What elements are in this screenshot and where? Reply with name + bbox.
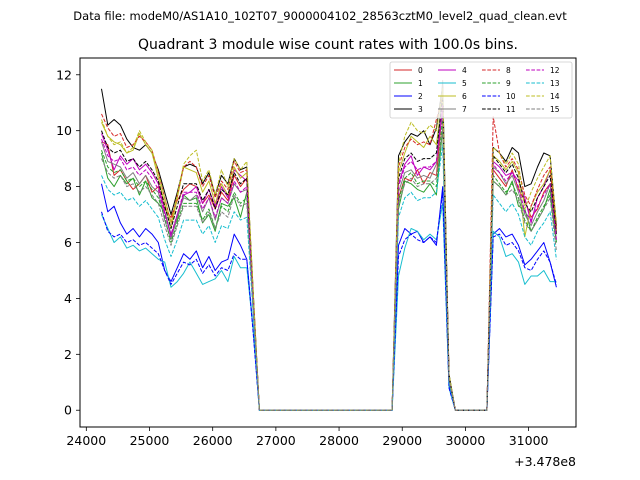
y-tick-label: 8 bbox=[64, 179, 72, 194]
x-tick-label: 29000 bbox=[382, 433, 422, 448]
legend-label-9: 9 bbox=[506, 79, 511, 88]
series-line-12 bbox=[101, 105, 557, 411]
series-line-14 bbox=[101, 88, 557, 411]
legend-label-1: 1 bbox=[418, 79, 423, 88]
suptitle: Data file: modeM0/AS1A10_102T07_90000041… bbox=[73, 9, 567, 23]
legend-label-14: 14 bbox=[550, 92, 560, 101]
legend-label-6: 6 bbox=[462, 92, 467, 101]
series-layer bbox=[101, 79, 557, 411]
legend-label-15: 15 bbox=[550, 105, 560, 114]
y-tick-label: 4 bbox=[64, 291, 72, 306]
legend-label-3: 3 bbox=[418, 105, 423, 114]
legend-box bbox=[389, 61, 573, 119]
legend-label-10: 10 bbox=[506, 92, 516, 101]
x-tick-label: 26000 bbox=[193, 433, 233, 448]
legend-label-2: 2 bbox=[418, 92, 423, 101]
x-offset-label: +3.478e8 bbox=[514, 454, 576, 469]
x-tick-label: 24000 bbox=[66, 433, 106, 448]
legend-label-0: 0 bbox=[418, 66, 423, 75]
x-tick-label: 25000 bbox=[130, 433, 170, 448]
x-tick-label: 27000 bbox=[256, 433, 296, 448]
y-tick-label: 2 bbox=[64, 347, 72, 362]
series-line-13 bbox=[101, 144, 557, 411]
legend-label-4: 4 bbox=[462, 66, 467, 75]
x-tick-label: 28000 bbox=[319, 433, 359, 448]
y-tick-label: 12 bbox=[56, 67, 72, 82]
x-tick-label: 30000 bbox=[446, 433, 486, 448]
legend-label-7: 7 bbox=[462, 105, 467, 114]
series-line-15 bbox=[101, 127, 557, 411]
y-tick-label: 0 bbox=[64, 403, 72, 418]
tick-layer: 24000 25000 26000 27000 28000 29000 30000 31000… bbox=[56, 67, 548, 448]
legend-label-12: 12 bbox=[550, 66, 560, 75]
series-line-5 bbox=[101, 202, 557, 411]
series-line-10 bbox=[101, 191, 557, 411]
legend-label-8: 8 bbox=[506, 66, 511, 75]
x-tick-label: 31000 bbox=[509, 433, 549, 448]
y-tick-label: 6 bbox=[64, 235, 72, 250]
legend-label-5: 5 bbox=[462, 79, 467, 88]
y-tick-label: 10 bbox=[56, 123, 72, 138]
legend-label-11: 11 bbox=[506, 105, 516, 114]
chart-title: Quadrant 3 module wise count rates with … bbox=[138, 37, 518, 53]
legend-label-13: 13 bbox=[550, 79, 560, 88]
plot-frame bbox=[79, 57, 577, 428]
